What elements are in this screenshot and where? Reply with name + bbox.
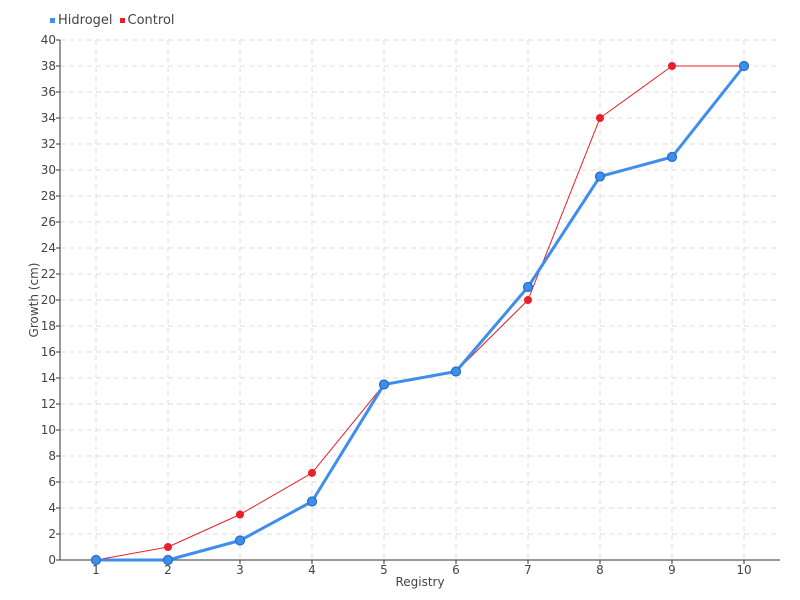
data-point-control[interactable] (164, 543, 172, 551)
x-tick-label: 2 (164, 563, 172, 577)
x-tick-label: 9 (668, 563, 676, 577)
y-tick-label: 26 (41, 215, 56, 229)
grid (60, 39, 780, 560)
x-tick-label: 5 (380, 563, 388, 577)
y-tick-label: 40 (41, 33, 56, 47)
y-tick-label: 28 (41, 189, 56, 203)
y-tick-label: 10 (41, 423, 56, 437)
x-tick-label: 10 (736, 563, 751, 577)
legend-swatch-hidrogel (50, 18, 55, 23)
y-tick-label: 16 (41, 345, 56, 359)
y-tick-label: 18 (41, 319, 56, 333)
x-ticks: 1 2 3 4 5 6 7 8 9 10 (92, 560, 752, 577)
data-point-hidrogel[interactable] (378, 379, 390, 390)
data-point-control[interactable] (668, 62, 676, 70)
data-point-hidrogel[interactable] (594, 171, 606, 182)
x-axis-title: Registry (395, 575, 444, 589)
data-point-hidrogel[interactable] (450, 366, 462, 377)
data-point-hidrogel[interactable] (234, 535, 246, 546)
chart-legend: Hidrogel Control (50, 13, 182, 28)
x-tick-label: 6 (452, 563, 460, 577)
series (90, 60, 750, 566)
x-tick-label: 4 (308, 563, 316, 577)
data-point-hidrogel[interactable] (522, 281, 534, 293)
x-tick-label: 3 (236, 563, 244, 577)
series-line-hidrogel (96, 65, 746, 562)
data-point-control[interactable] (524, 296, 532, 304)
y-tick-label: 6 (48, 475, 56, 489)
y-tick-label: 0 (48, 553, 56, 567)
y-tick-label: 24 (41, 241, 56, 255)
data-point-control[interactable] (236, 510, 244, 519)
y-tick-label: 36 (41, 85, 56, 99)
data-point-hidrogel[interactable] (738, 60, 750, 72)
data-point-hidrogel[interactable] (162, 554, 174, 566)
y-tick-label: 4 (48, 501, 56, 515)
y-tick-label: 20 (41, 293, 56, 307)
x-tick-label: 7 (524, 563, 532, 577)
data-point-control[interactable] (308, 468, 316, 477)
legend-label-control: Control (127, 13, 175, 28)
data-point-hidrogel[interactable] (306, 496, 318, 507)
legend-item-control[interactable]: Control (119, 13, 175, 28)
legend-swatch-control (119, 18, 125, 23)
y-tick-label: 22 (41, 267, 56, 281)
y-axis-title: Growth (cm) (27, 263, 41, 338)
y-tick-label: 12 (41, 397, 56, 411)
y-tick-label: 14 (41, 371, 56, 385)
y-tick-label: 2 (48, 527, 56, 541)
legend-item-hidrogel[interactable]: Hidrogel (50, 13, 113, 28)
x-tick-label: 1 (92, 563, 100, 577)
legend-label-hidrogel: Hidrogel (58, 13, 113, 28)
data-point-hidrogel[interactable] (666, 151, 678, 163)
y-tick-label: 32 (41, 137, 56, 151)
y-tick-label: 30 (41, 163, 56, 177)
y-tick-label: 8 (48, 449, 56, 463)
y-tick-label: 34 (41, 111, 56, 125)
x-tick-label: 8 (596, 563, 604, 577)
y-tick-label: 38 (41, 59, 56, 73)
data-point-control[interactable] (596, 114, 604, 122)
series-line-control (95, 65, 744, 561)
data-point-hidrogel[interactable] (90, 554, 102, 566)
